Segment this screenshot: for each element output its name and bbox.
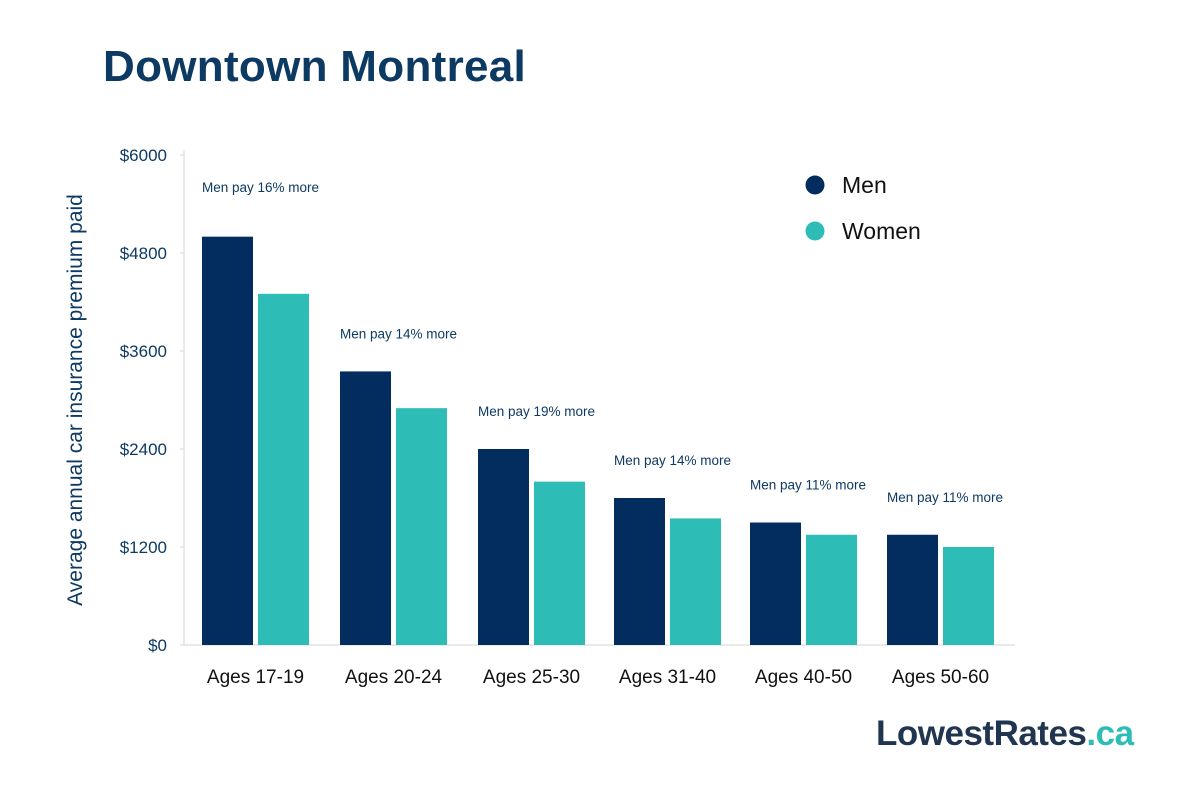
bar-women-5 — [806, 534, 857, 645]
bar-women-6 — [943, 547, 994, 645]
annotation-label: Men pay 11% more — [887, 490, 1003, 505]
bar-men-2 — [340, 371, 391, 645]
annotation-label: Men pay 16% more — [202, 180, 319, 195]
annotation-label: Men pay 19% more — [478, 404, 595, 419]
y-tick-label: $4800 — [120, 244, 167, 263]
bar-men-3 — [478, 449, 529, 645]
bar-men-4 — [614, 498, 665, 645]
annotation-label: Men pay 11% more — [750, 478, 866, 493]
y-axis-title: Average annual car insurance premium pai… — [64, 194, 87, 606]
x-tick-label: Ages 31-40 — [619, 667, 716, 688]
x-tick-label: Ages 50-60 — [892, 667, 989, 688]
y-tick-label: $2400 — [120, 440, 167, 459]
x-tick-label: Ages 25-30 — [483, 667, 580, 688]
legend-label-women: Women — [842, 218, 921, 244]
bar-men-6 — [887, 534, 938, 645]
x-tick-label: Ages 20-24 — [345, 667, 443, 688]
annotation-label: Men pay 14% more — [614, 453, 731, 468]
brand-name: LowestRates — [876, 714, 1087, 753]
x-tick-label: Ages 40-50 — [755, 667, 852, 688]
brand-logo: LowestRates.ca — [876, 714, 1134, 754]
brand-suffix: .ca — [1086, 714, 1134, 753]
y-tick-label: $6000 — [120, 146, 167, 165]
y-tick-label: $3600 — [120, 342, 167, 361]
bar-women-3 — [534, 481, 585, 645]
annotation-label: Men pay 14% more — [340, 326, 457, 341]
bar-women-4 — [670, 518, 721, 645]
y-tick-label: $0 — [148, 636, 167, 655]
x-tick-label: Ages 17-19 — [207, 667, 304, 688]
bar-women-2 — [396, 408, 447, 645]
chart-title: Downtown Montreal — [103, 42, 527, 91]
bar-women-1 — [258, 293, 309, 645]
legend-marker-women — [805, 221, 825, 241]
bar-men-1 — [202, 236, 253, 645]
legend-marker-men — [805, 175, 825, 195]
legend-label-men: Men — [842, 172, 887, 198]
y-tick-label: $1200 — [120, 538, 167, 557]
bar-men-5 — [750, 522, 801, 645]
